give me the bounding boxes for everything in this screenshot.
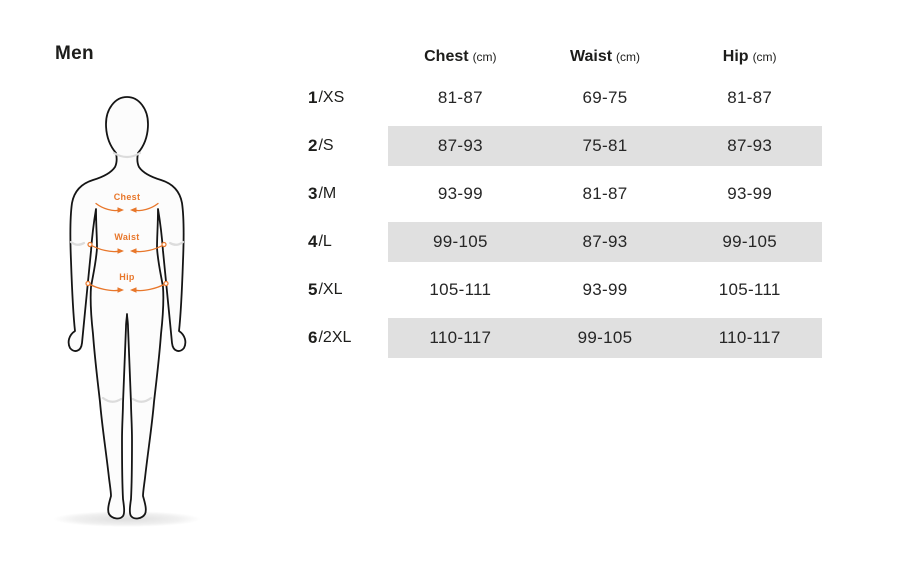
left-elbow-line	[69, 240, 86, 246]
size-code: /XS	[318, 89, 345, 106]
size-label: 6 /2XL	[308, 314, 388, 362]
waist-value: 99-105	[577, 328, 633, 347]
size-label: 2 /S	[308, 122, 388, 170]
header-hip-label: Hip	[722, 48, 749, 65]
chest-measure-label: Chest	[114, 192, 141, 202]
row-values: 93-99 81-87 93-99	[388, 174, 822, 214]
body-figure-svg: Chest Waist Hip	[53, 96, 201, 527]
row-values: 87-93 75-81 87-93	[388, 126, 822, 166]
row-values: 110-117 99-105 110-117	[388, 318, 822, 358]
size-number: 1	[308, 88, 318, 107]
waist-value: 69-75	[582, 88, 628, 107]
hip-measurement: Hip	[85, 272, 169, 293]
header-chest-label: Chest	[424, 48, 469, 65]
size-code: /M	[318, 185, 337, 202]
header-waist-unit: (cm)	[616, 50, 641, 64]
waist-value: 81-87	[582, 184, 628, 203]
size-code: /S	[318, 137, 334, 154]
table-row: 2 /S 87-93 75-81 87-93	[308, 122, 822, 170]
row-values: 99-105 87-93 99-105	[388, 222, 822, 262]
right-elbow-line	[168, 240, 185, 246]
hip-value: 105-111	[718, 280, 781, 299]
table-row: 3 /M 93-99 81-87 93-99	[308, 170, 822, 218]
hip-arrow-left	[117, 287, 124, 293]
chest-measurement: Chest	[95, 192, 159, 213]
row-values: 81-87 69-75 81-87	[388, 78, 822, 118]
header-chest: Chest (cm)	[388, 42, 533, 72]
size-label: 3 /M	[308, 170, 388, 218]
hip-arrow-right	[130, 287, 137, 293]
table-header-row: Chest (cm) Waist (cm) Hip (cm)	[388, 42, 822, 72]
size-label: 5 /XL	[308, 266, 388, 314]
row-values: 105-111 93-99 105-111	[388, 270, 822, 310]
chest-measure-line-left	[95, 202, 119, 212]
size-number: 2	[308, 136, 318, 155]
header-hip-unit: (cm)	[752, 50, 777, 64]
waist-value: 93-99	[582, 280, 628, 299]
waist-measure-line-left	[89, 243, 119, 253]
size-table: 1 /XS 81-87 69-75 81-87 2 /S 87-93 75-81…	[308, 74, 822, 362]
chest-value: 81-87	[437, 88, 483, 107]
chest-arrow-left	[117, 207, 124, 213]
table-row: 4 /L 99-105 87-93 99-105	[308, 218, 822, 266]
size-label: 4 /L	[308, 218, 388, 266]
chest-measure-line-right	[135, 202, 159, 212]
size-number: 4	[308, 232, 318, 251]
hip-value: 110-117	[718, 328, 781, 347]
men-body-diagram: Chest Waist Hip	[27, 85, 227, 540]
left-knee-line	[101, 396, 123, 403]
chest-value: 110-117	[429, 328, 492, 347]
hip-end-right	[163, 280, 169, 287]
size-code: /XL	[318, 281, 343, 298]
table-row: 5 /XL 105-111 93-99 105-111	[308, 266, 822, 314]
chest-value: 93-99	[437, 184, 483, 203]
waist-arrow-right	[130, 248, 137, 254]
chest-value: 105-111	[429, 280, 492, 299]
neck-shade-line	[112, 151, 142, 159]
page-title: Men	[55, 43, 94, 64]
size-label: 1 /XS	[308, 74, 388, 122]
header-waist-label: Waist	[569, 48, 613, 65]
size-code: /2XL	[318, 329, 352, 346]
table-row: 1 /XS 81-87 69-75 81-87	[308, 74, 822, 122]
waist-measurement: Waist	[87, 232, 167, 254]
table-row: 6 /2XL 110-117 99-105 110-117	[308, 314, 822, 362]
waist-measure-line-right	[135, 243, 165, 253]
right-knee-line	[131, 396, 153, 403]
hip-measure-line-left	[87, 282, 119, 292]
size-code: /L	[318, 233, 332, 250]
body-silhouette	[67, 96, 187, 520]
hip-value: 81-87	[727, 88, 773, 107]
floor-shadow	[53, 511, 201, 527]
chest-arrow-right	[130, 207, 137, 213]
hip-value: 93-99	[727, 184, 773, 203]
waist-value: 87-93	[582, 232, 628, 251]
hip-measure-label: Hip	[119, 272, 135, 282]
waist-measure-label: Waist	[114, 232, 139, 242]
hip-value: 99-105	[722, 232, 778, 251]
waist-value: 75-81	[582, 136, 628, 155]
header-waist: Waist (cm)	[533, 42, 678, 72]
hip-measure-line-right	[135, 282, 167, 292]
header-hip: Hip (cm)	[677, 42, 822, 72]
hip-end-left	[85, 280, 91, 287]
size-number: 5	[308, 280, 318, 299]
size-number: 6	[308, 328, 318, 347]
chest-value: 87-93	[437, 136, 483, 155]
chest-value: 99-105	[432, 232, 488, 251]
waist-end-left	[87, 241, 93, 248]
header-chest-unit: (cm)	[472, 50, 497, 64]
size-number: 3	[308, 184, 318, 203]
waist-arrow-left	[117, 248, 124, 254]
waist-end-right	[161, 241, 167, 248]
hip-value: 87-93	[727, 136, 773, 155]
